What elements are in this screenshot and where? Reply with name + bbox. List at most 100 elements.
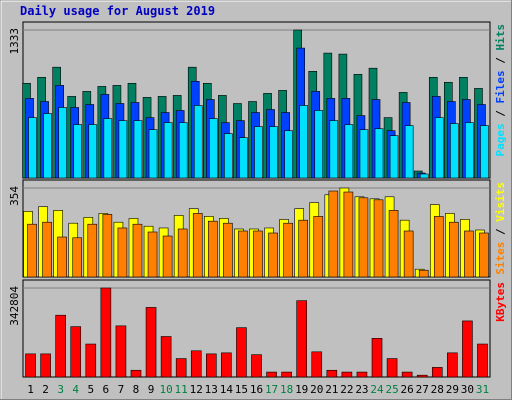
x-tick-label: 11 [175, 383, 188, 396]
x-tick-label: 8 [133, 383, 140, 396]
bar [418, 269, 429, 278]
bar [72, 237, 83, 278]
bar [479, 232, 489, 278]
bar [328, 190, 339, 278]
bar [163, 122, 173, 179]
bar [403, 230, 414, 278]
bar [344, 124, 354, 179]
x-tick-label: 14 [220, 383, 234, 396]
x-tick-label: 28 [431, 383, 444, 396]
bar [192, 213, 203, 278]
bar [269, 126, 278, 179]
legend-separator: / [494, 110, 507, 117]
bar [178, 122, 188, 179]
bar [343, 191, 354, 278]
bar [238, 230, 248, 278]
bar [254, 126, 263, 179]
legend-entry: Hits [494, 24, 507, 51]
x-tick-label: 31 [476, 383, 489, 396]
x-tick-label: 16 [250, 383, 263, 396]
bar [162, 235, 173, 278]
bar [177, 228, 188, 278]
bar [374, 128, 384, 179]
bar [117, 227, 128, 278]
bar [314, 110, 324, 179]
bar [268, 232, 278, 278]
bar [431, 367, 443, 378]
bar [57, 236, 67, 278]
y-tick-label: 1333 [8, 28, 21, 55]
x-tick-label: 29 [446, 383, 459, 396]
x-tick-label: 26 [401, 383, 414, 396]
x-tick-label: 1 [27, 383, 34, 396]
bar [239, 137, 248, 179]
bar [313, 216, 324, 278]
x-tick-label: 10 [159, 383, 172, 396]
bar [132, 223, 143, 278]
bar [55, 314, 66, 378]
bar [28, 117, 37, 179]
bar [40, 353, 51, 378]
bar [118, 120, 128, 179]
bar [281, 371, 292, 378]
y-tick-label: 342804 [8, 286, 21, 326]
bar [130, 369, 142, 378]
chart-title: Daily usage for August 2019 [20, 4, 215, 18]
bar [283, 222, 293, 278]
legend-entry: Visits [494, 182, 507, 222]
bar [419, 173, 429, 179]
bar [175, 358, 187, 378]
bar [433, 216, 444, 278]
bar [27, 223, 37, 278]
bar [329, 120, 339, 179]
x-tick-label: 2 [42, 383, 49, 396]
bar [266, 371, 277, 378]
x-tick-label: 4 [72, 383, 79, 396]
bar [58, 107, 67, 179]
bar [85, 343, 97, 378]
x-tick-label: 24 [370, 383, 384, 396]
bar [386, 358, 398, 378]
bar [464, 230, 474, 278]
bar [358, 197, 369, 278]
bar [87, 223, 98, 278]
legend: Sites / Visits [494, 182, 507, 275]
bar [209, 118, 218, 179]
x-tick-label: 12 [190, 383, 203, 396]
bar [359, 129, 369, 179]
bar [449, 221, 459, 278]
bar [148, 129, 158, 179]
bar [193, 105, 203, 179]
legend-entry: KBytes [494, 282, 507, 322]
x-tick-label: 20 [310, 383, 323, 396]
bar [299, 105, 308, 179]
bar [221, 352, 232, 378]
bar [42, 221, 52, 278]
bar [404, 125, 414, 179]
bar [311, 351, 323, 378]
bar [450, 123, 459, 179]
bar [416, 374, 428, 378]
x-tick-label: 21 [325, 383, 338, 396]
legend-entry: Files [494, 70, 507, 103]
bar [447, 352, 458, 378]
bar [389, 135, 399, 179]
legend-separator: / [494, 57, 507, 64]
x-tick-label: 17 [265, 383, 278, 396]
x-tick-label: 30 [461, 383, 474, 396]
x-tick-label: 6 [103, 383, 110, 396]
y-tick-label: 354 [8, 186, 21, 206]
bar [25, 353, 36, 378]
bar [70, 326, 82, 378]
bar [224, 133, 233, 179]
bar [236, 327, 247, 378]
bar [465, 122, 474, 179]
legend: Pages / Files / Hits [494, 24, 507, 157]
x-tick-label: 18 [280, 383, 293, 396]
x-tick-label: 23 [355, 383, 368, 396]
x-tick-label: 3 [57, 383, 64, 396]
bar [253, 230, 263, 278]
bar [480, 125, 489, 179]
